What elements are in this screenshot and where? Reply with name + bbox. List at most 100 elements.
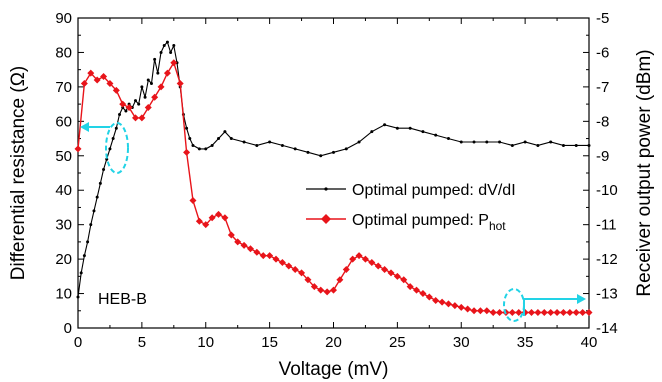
data-point xyxy=(355,252,363,260)
y-axis-title: Differential resistance (Ω) xyxy=(8,66,29,280)
data-point xyxy=(280,143,284,147)
data-point xyxy=(92,209,96,213)
data-point xyxy=(408,126,412,130)
data-point xyxy=(125,104,133,112)
data-point xyxy=(587,143,591,147)
y-tick-label: 20 xyxy=(55,251,72,268)
data-point xyxy=(451,302,459,310)
y-tick-label: 30 xyxy=(55,217,72,234)
y2-tick-label: -13 xyxy=(596,286,618,303)
data-point xyxy=(317,286,325,294)
data-point xyxy=(395,126,399,130)
data-point xyxy=(191,143,195,147)
x-tick-label: 5 xyxy=(138,334,146,351)
data-point xyxy=(143,95,147,99)
data-point xyxy=(432,296,440,304)
data-point xyxy=(457,303,465,311)
data-point xyxy=(221,214,229,222)
data-point xyxy=(183,148,191,156)
data-point xyxy=(536,143,540,147)
x-tick-label: 15 xyxy=(261,334,278,351)
data-point xyxy=(336,276,344,284)
data-point xyxy=(413,286,421,294)
data-point xyxy=(419,290,427,298)
data-point xyxy=(547,309,555,316)
data-point xyxy=(215,210,223,218)
x-axis-title: Voltage (mV) xyxy=(279,359,389,380)
data-point xyxy=(357,140,361,144)
data-point xyxy=(87,69,95,77)
data-point xyxy=(202,221,210,229)
data-point xyxy=(566,309,574,316)
data-point xyxy=(162,44,166,48)
data-point xyxy=(76,295,80,299)
data-point xyxy=(268,140,272,144)
data-point xyxy=(185,126,189,130)
data-point xyxy=(210,143,214,147)
data-point xyxy=(510,143,514,147)
data-point xyxy=(323,288,331,296)
y-tick-label: 0 xyxy=(64,320,72,337)
data-point xyxy=(234,238,242,246)
sample-label: HEB-B xyxy=(98,291,147,308)
data-point xyxy=(361,255,369,263)
data-point xyxy=(278,259,286,267)
x-tick-label: 20 xyxy=(325,334,342,351)
data-point xyxy=(306,150,310,154)
data-point xyxy=(156,71,160,75)
plot-frame xyxy=(77,17,590,329)
y-tick-label: 10 xyxy=(55,286,72,303)
data-point xyxy=(89,223,93,227)
data-point xyxy=(93,76,101,84)
data-point xyxy=(540,309,548,316)
left-axis-indicator-ellipse xyxy=(105,122,129,174)
data-point xyxy=(304,276,312,284)
data-point xyxy=(464,305,472,313)
data-point xyxy=(112,86,120,94)
data-point xyxy=(387,269,395,277)
y2-tick-label: -9 xyxy=(596,148,609,165)
data-point xyxy=(169,50,173,54)
x-tick-label: 25 xyxy=(389,334,406,351)
data-point xyxy=(393,272,401,280)
data-point xyxy=(163,69,171,77)
data-point xyxy=(561,143,565,147)
data-point xyxy=(157,83,165,91)
data-point xyxy=(153,57,157,61)
data-point xyxy=(508,309,516,316)
data-point xyxy=(188,137,192,141)
data-point xyxy=(253,248,261,256)
data-point xyxy=(498,140,502,144)
data-point xyxy=(553,309,561,316)
data-point xyxy=(159,50,163,54)
data-point xyxy=(421,130,425,134)
data-point xyxy=(197,147,201,151)
y2-tick-label: -14 xyxy=(596,320,618,337)
data-point xyxy=(124,109,128,113)
data-point xyxy=(246,245,254,253)
series-phot xyxy=(74,59,593,316)
data-point xyxy=(579,309,587,316)
data-point xyxy=(259,252,267,260)
y2-tick-label: -8 xyxy=(596,113,609,130)
data-point xyxy=(476,307,484,315)
data-point xyxy=(138,114,146,122)
data-point xyxy=(229,137,233,141)
y-tick-label: 70 xyxy=(55,79,72,96)
data-point xyxy=(146,78,150,82)
data-point xyxy=(425,293,433,301)
data-point xyxy=(137,102,141,106)
data-point xyxy=(459,140,463,144)
data-point xyxy=(195,217,203,225)
x-tick-label: 40 xyxy=(581,334,598,351)
data-point xyxy=(114,126,118,130)
data-point xyxy=(370,130,374,134)
data-point xyxy=(330,286,337,294)
data-point xyxy=(151,93,159,101)
left-arrowhead xyxy=(80,122,89,132)
data-point xyxy=(119,100,127,108)
data-point xyxy=(86,240,90,244)
data-point xyxy=(483,307,491,315)
series-layer xyxy=(74,40,593,316)
